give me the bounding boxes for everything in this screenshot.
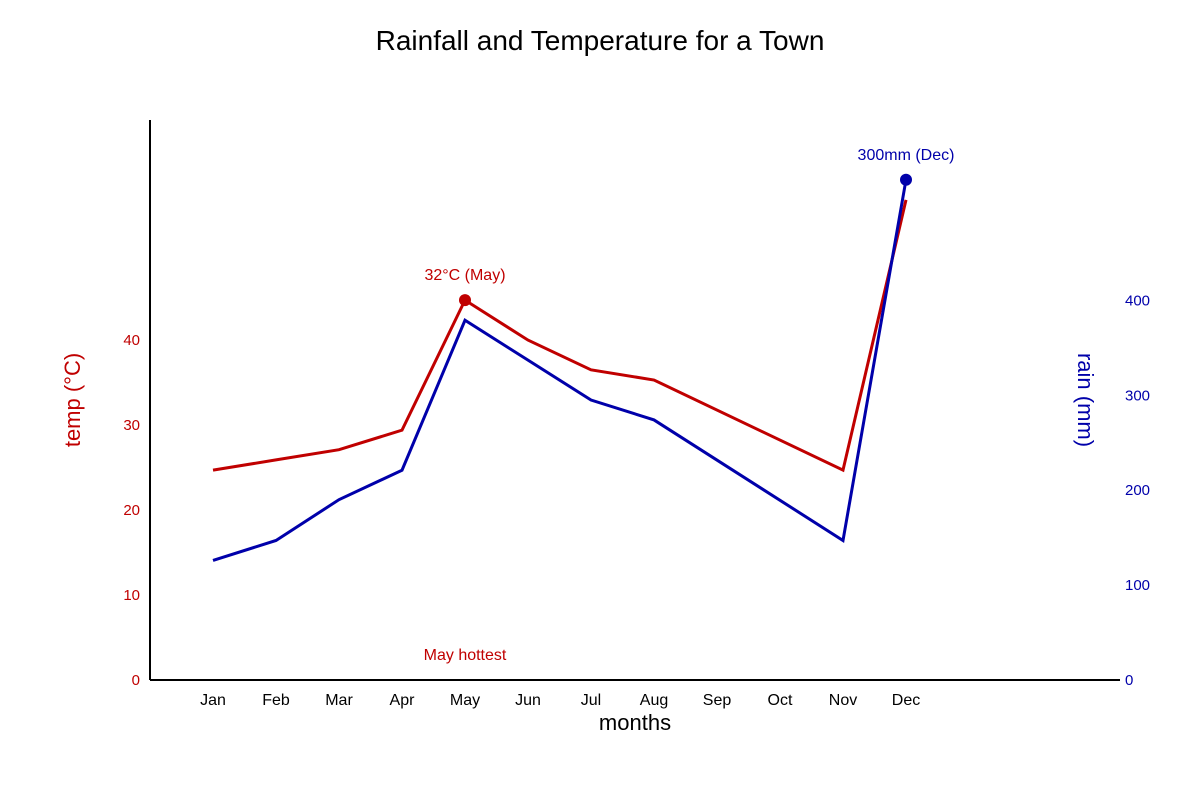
y-left-axis-label: temp (°C)	[60, 353, 85, 447]
chart-title: Rainfall and Temperature for a Town	[376, 25, 825, 56]
y-left-tick-label: 30	[123, 417, 140, 434]
x-tick-label: Sep	[703, 692, 732, 709]
x-tick-label: Oct	[768, 692, 793, 709]
x-tick-label: Mar	[325, 692, 353, 709]
annotation-marker	[459, 294, 471, 307]
x-tick-label: May	[450, 692, 480, 709]
y-right-tick-label: 400	[1125, 292, 1150, 309]
x-axis-label: months	[599, 710, 671, 735]
y-right-tick-label: 100	[1125, 577, 1150, 594]
annotation-note: May hottest	[424, 647, 507, 664]
y-left-tick-label: 0	[132, 672, 140, 689]
x-tick-label: Apr	[390, 692, 416, 709]
x-tick-label: Dec	[892, 692, 920, 709]
y-left-tick-label: 20	[123, 502, 140, 519]
x-tick-label: Jun	[515, 692, 541, 709]
x-tick-label: Feb	[262, 692, 290, 709]
rainfall-line	[212, 179, 908, 562]
y-right-tick-label: 300	[1125, 387, 1150, 404]
annotation-label: 32°C (May)	[424, 267, 505, 284]
x-tick-label: Nov	[829, 692, 857, 709]
y-right-tick-label: 0	[1125, 672, 1133, 689]
y-left-tick-label: 40	[123, 332, 140, 349]
annotation-marker	[900, 173, 912, 186]
x-tick-label: Aug	[640, 692, 668, 709]
y-right-tick-label: 200	[1125, 482, 1150, 499]
annotation-label: 300mm (Dec)	[858, 147, 955, 164]
x-tick-label: Jan	[200, 692, 226, 709]
y-left-tick-label: 10	[123, 587, 140, 604]
y-right-axis-label: rain (mm)	[1073, 353, 1098, 447]
x-tick-label: Jul	[581, 692, 601, 709]
temperature-line	[212, 199, 908, 473]
